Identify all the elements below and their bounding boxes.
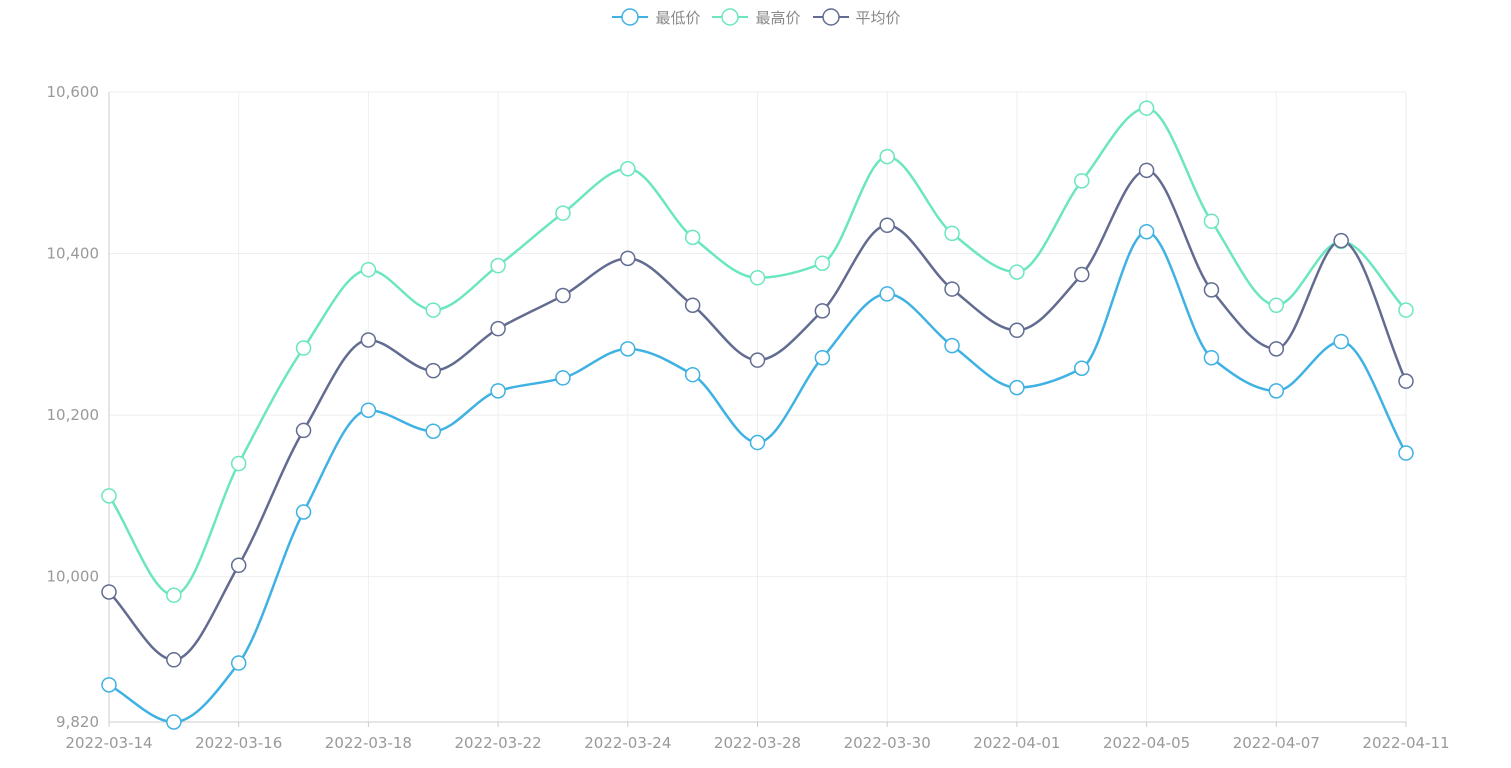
data-point-lowest-price[interactable] [1268, 383, 1285, 399]
data-point-highest-price[interactable] [360, 261, 377, 278]
legend-label-lowest-price: 最低价 [655, 8, 701, 27]
data-point-lowest-price[interactable] [814, 349, 831, 366]
legend-item-lowest-price[interactable]: 最低价 [610, 4, 700, 30]
y-tick-label: 10,000 [47, 568, 100, 586]
x-tick-label: 2022-03-16 [195, 734, 282, 752]
x-tick-label: 2022-04-05 [1103, 734, 1190, 752]
data-point-average-price[interactable] [425, 362, 441, 379]
data-point-highest-price[interactable] [166, 587, 182, 603]
data-point-lowest-price[interactable] [101, 677, 117, 693]
label-layer: 10,000 10,200 10,400 10,600 9,820 2022-03-14 2… [47, 83, 1450, 752]
x-tick-label: 2022-04-01 [973, 734, 1060, 752]
data-point-highest-price[interactable] [1138, 100, 1155, 116]
y-tick-label: 10,400 [47, 245, 100, 263]
data-point-lowest-price[interactable] [1074, 360, 1090, 376]
data-point-lowest-price[interactable] [555, 370, 571, 386]
data-point-highest-price[interactable] [1203, 213, 1220, 229]
data-point-average-price[interactable] [1268, 341, 1285, 357]
data-point-average-price[interactable] [295, 422, 312, 439]
data-point-lowest-price[interactable] [490, 383, 506, 399]
data-point-highest-price[interactable] [944, 225, 960, 242]
data-point-lowest-price[interactable] [749, 434, 766, 451]
data-point-lowest-price[interactable] [620, 341, 636, 357]
data-point-highest-price[interactable] [1268, 297, 1285, 313]
x-tick-label: 2022-03-22 [455, 734, 542, 752]
data-point-lowest-price[interactable] [1138, 223, 1155, 240]
data-point-average-price[interactable] [749, 352, 766, 368]
y-tick-label: 10,600 [47, 83, 100, 101]
data-point-highest-price[interactable] [879, 148, 895, 165]
data-point-highest-price[interactable] [749, 270, 766, 286]
data-point-lowest-price[interactable] [1333, 333, 1349, 350]
data-point-lowest-price[interactable] [1009, 379, 1025, 396]
x-tick-label: 2022-04-11 [1362, 734, 1449, 752]
legend: 最低价 最高价 平均价 [0, 4, 1511, 30]
data-point-highest-price[interactable] [684, 229, 701, 246]
series-line-lowest-price [108, 230, 1408, 724]
data-point-highest-price[interactable] [490, 257, 506, 274]
data-point-lowest-price[interactable] [166, 714, 182, 730]
data-point-lowest-price[interactable] [944, 337, 960, 354]
legend-swatch-average-price [812, 8, 849, 26]
data-point-average-price[interactable] [879, 217, 895, 234]
data-point-lowest-price[interactable] [684, 366, 701, 383]
legend-label-average-price: 平均价 [855, 8, 901, 27]
data-point-average-price[interactable] [684, 297, 701, 313]
legend-item-highest-price[interactable]: 最高价 [710, 4, 801, 30]
data-point-average-price[interactable] [490, 320, 506, 337]
data-point-highest-price[interactable] [555, 205, 571, 221]
data-point-average-price[interactable] [166, 652, 182, 668]
series-layer [101, 100, 1414, 730]
x-tick-label: 2022-03-14 [65, 734, 152, 752]
data-point-lowest-price[interactable] [1398, 445, 1414, 461]
data-point-average-price[interactable] [1398, 373, 1414, 389]
data-point-lowest-price[interactable] [879, 286, 895, 302]
data-point-highest-price[interactable] [620, 160, 636, 177]
data-point-highest-price[interactable] [1074, 173, 1090, 189]
data-point-average-price[interactable] [101, 584, 117, 600]
legend-label-highest-price: 最高价 [755, 8, 801, 27]
data-point-highest-price[interactable] [1398, 302, 1414, 318]
data-point-lowest-price[interactable] [425, 423, 441, 439]
data-point-average-price[interactable] [944, 281, 960, 297]
data-point-lowest-price[interactable] [360, 402, 377, 418]
data-point-highest-price[interactable] [230, 455, 247, 472]
legend-item-average-price[interactable]: 平均价 [811, 4, 901, 30]
data-point-average-price[interactable] [360, 332, 377, 348]
y-tick-label-min: 9,820 [56, 713, 99, 731]
data-point-average-price[interactable] [230, 557, 247, 574]
x-tick-label: 2022-03-24 [584, 734, 671, 752]
legend-swatch-highest-price [712, 8, 749, 26]
data-point-lowest-price[interactable] [295, 504, 312, 520]
data-point-average-price[interactable] [555, 287, 571, 304]
data-point-average-price[interactable] [1009, 322, 1025, 339]
data-point-lowest-price[interactable] [1203, 349, 1220, 366]
grid-layer [108, 91, 1407, 722]
y-tick-label: 10,200 [47, 406, 100, 424]
data-point-average-price[interactable] [1138, 162, 1155, 179]
data-point-average-price[interactable] [1333, 232, 1349, 249]
x-tick-label: 2022-04-07 [1233, 734, 1320, 752]
data-point-highest-price[interactable] [295, 340, 312, 356]
x-tick-label: 2022-03-18 [325, 734, 412, 752]
data-point-average-price[interactable] [1074, 266, 1090, 283]
x-tick-label: 2022-03-30 [844, 734, 931, 752]
data-point-average-price[interactable] [1203, 282, 1220, 298]
axis-layer [108, 92, 1407, 727]
data-point-average-price[interactable] [620, 250, 636, 267]
data-point-highest-price[interactable] [814, 255, 831, 271]
x-tick-label: 2022-03-28 [714, 734, 801, 752]
data-point-highest-price[interactable] [101, 488, 117, 504]
data-point-lowest-price[interactable] [230, 655, 247, 671]
data-point-highest-price[interactable] [425, 302, 441, 318]
data-point-average-price[interactable] [814, 303, 831, 319]
data-point-highest-price[interactable] [1009, 264, 1025, 280]
legend-swatch-lowest-price [612, 8, 649, 26]
